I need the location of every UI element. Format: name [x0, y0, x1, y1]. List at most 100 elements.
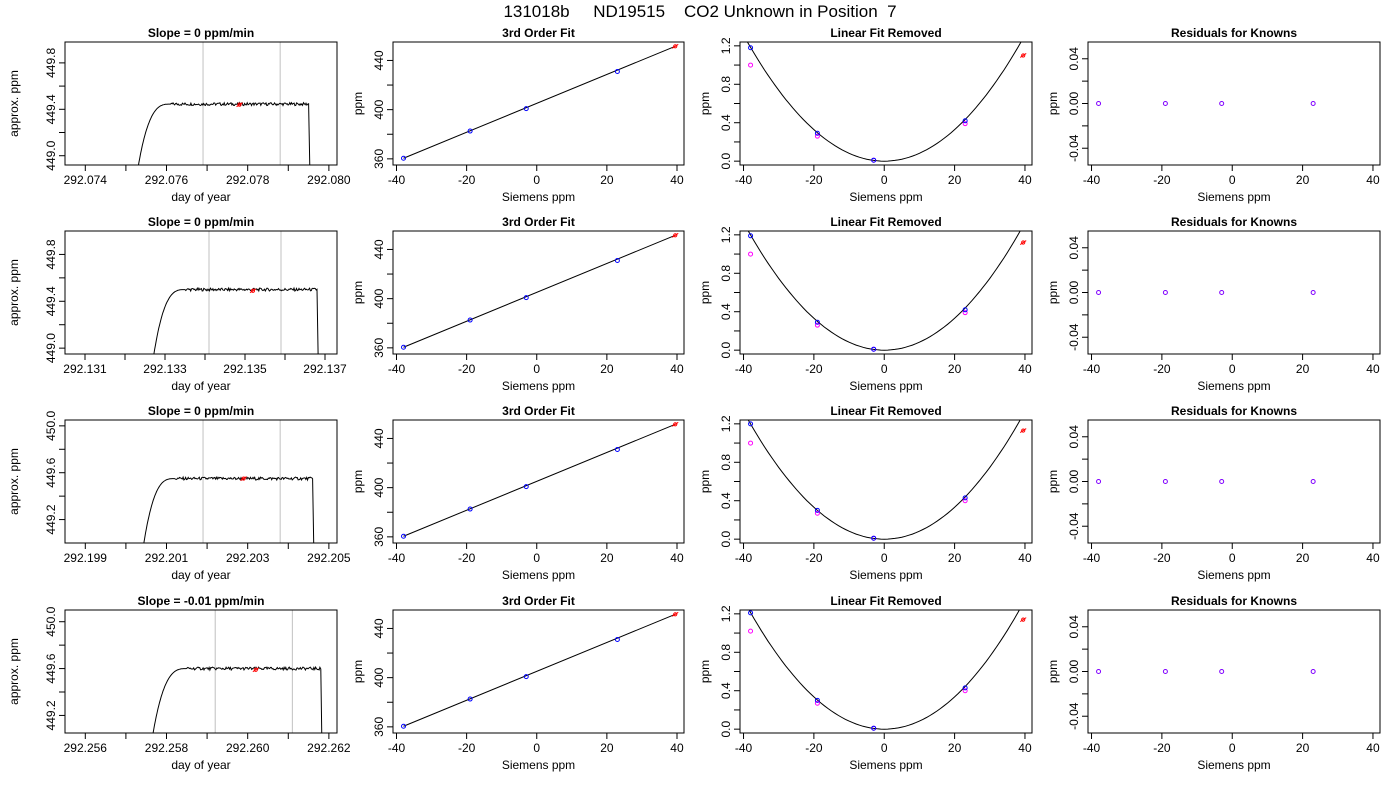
plot-frame: [739, 230, 1033, 355]
unknown-marker: [671, 611, 679, 617]
known-point: [523, 484, 529, 490]
known-point: [871, 725, 877, 731]
x-tick-label: 292.262: [307, 741, 351, 755]
y-tick-label: 449.0: [44, 333, 58, 363]
x-tick-label: 40: [1366, 362, 1380, 376]
x-tick-label: 0: [533, 362, 540, 376]
x-tick-label: -20: [458, 551, 476, 565]
y-tick-label: 1.2: [719, 605, 733, 622]
fit-line: [403, 613, 676, 727]
y-tick-label: 450.0: [44, 606, 58, 636]
secondary-point: [814, 322, 820, 328]
y-tick-label: 440: [372, 239, 386, 259]
y-tick-label: 0.00: [1067, 91, 1081, 115]
plot-frame: [64, 230, 338, 355]
figure-title: 131018b ND19515 CO2 Unknown in Position …: [503, 2, 897, 21]
x-tick-label: 20: [1296, 362, 1310, 376]
known-point: [962, 495, 968, 501]
y-axis-label: approx. ppm: [7, 448, 21, 515]
panel-title: Linear Fit Removed: [830, 215, 941, 229]
y-tick-label: 449.8: [44, 48, 58, 78]
y-tick-label: 360: [372, 527, 386, 547]
y-tick-label: -0.04: [1067, 512, 1081, 540]
panel: Linear Fit Removed -40 -20 0 20 40 0.0 0.4 0.8 1.…: [698, 594, 1033, 772]
unknown-marker: [1021, 53, 1026, 58]
x-tick-label: 292.131: [63, 362, 107, 376]
y-tick-label: 0.4: [719, 114, 733, 131]
data-layer: [137, 42, 311, 165]
y-tick-label: 449.8: [44, 239, 58, 269]
x-tick-label: 40: [1018, 551, 1032, 565]
known-point: [962, 307, 968, 313]
x-tick-label: -40: [388, 173, 406, 187]
y-tick-label: 449.6: [44, 457, 58, 487]
y-axis-label: ppm: [698, 92, 712, 115]
y-tick-label: 360: [372, 149, 386, 169]
panel-title: Slope = -0.01 ppm/min: [137, 594, 264, 608]
x-tick-label: 0: [881, 551, 888, 565]
data-layer: [401, 611, 679, 729]
panel: 3rd Order Fit -40 -20 0 20 40 360 400 440 Siemens…: [351, 215, 685, 393]
unknown-marker: [673, 233, 678, 238]
y-tick-label: 400: [372, 288, 386, 308]
x-tick-label: 20: [600, 173, 614, 187]
secondary-point: [814, 510, 820, 516]
x-tick-label: 292.074: [64, 173, 108, 187]
y-tick-label: 449.0: [44, 140, 58, 170]
residual-point: [1310, 669, 1316, 674]
panel-title: 3rd Order Fit: [502, 404, 575, 418]
residual-point: [1310, 101, 1316, 106]
panel-title: Slope = 0 ppm/min: [148, 26, 254, 40]
known-point: [401, 344, 407, 350]
known-point: [748, 45, 754, 51]
known-point: [871, 535, 877, 541]
data-layer: [1096, 290, 1316, 295]
plot-frame: [392, 419, 685, 544]
y-tick-label: 0.8: [719, 644, 733, 661]
x-tick-label: 0: [1229, 551, 1236, 565]
known-point: [523, 295, 529, 301]
y-axis-label: approx. ppm: [7, 638, 21, 705]
residual-point: [1162, 479, 1168, 484]
y-tick-label: 0.0: [719, 152, 733, 169]
residual-point: [1162, 290, 1168, 295]
y-axis-label: ppm: [351, 92, 365, 115]
y-tick-label: 0.04: [1067, 615, 1081, 639]
y-axis-label: ppm: [1046, 281, 1060, 304]
y-axis-label: ppm: [1046, 470, 1060, 493]
residual-point: [1310, 290, 1316, 295]
panel-title: Linear Fit Removed: [830, 404, 941, 418]
y-tick-label: 449.6: [44, 653, 58, 683]
plot-frame: [1087, 609, 1381, 734]
known-point: [523, 106, 529, 112]
known-point: [814, 130, 820, 136]
x-tick-label: 20: [948, 173, 962, 187]
fit-curve: [747, 420, 1021, 540]
panel: Residuals for Knowns -40 -20 0 20 40 -0.04 0.00…: [1046, 594, 1381, 772]
panel-title: Slope = 0 ppm/min: [148, 215, 254, 229]
known-point: [467, 128, 473, 134]
panel-title: Linear Fit Removed: [830, 26, 941, 40]
x-tick-label: 20: [600, 551, 614, 565]
y-tick-label: -0.04: [1067, 702, 1081, 730]
y-tick-label: 0.00: [1067, 659, 1081, 683]
y-axis-label: ppm: [351, 281, 365, 304]
y-tick-label: 449.2: [44, 504, 58, 534]
panel: Slope = 0 ppm/min 292.131 292.133 292.135 29…: [7, 215, 347, 393]
data-layer: [1096, 101, 1316, 106]
y-tick-label: 0.00: [1067, 469, 1081, 493]
unknown-marker: [240, 476, 247, 481]
y-tick-label: 440: [372, 50, 386, 70]
panel: 3rd Order Fit -40 -20 0 20 40 360 400 440 Siemens…: [351, 26, 685, 204]
x-tick-label: 292.076: [145, 173, 189, 187]
x-tick-label: -20: [805, 362, 823, 376]
unknown-marker: [671, 43, 679, 49]
known-point: [467, 317, 473, 323]
unknown-marker: [1019, 53, 1027, 58]
panel-title: Residuals for Knowns: [1171, 594, 1297, 608]
x-tick-label: 40: [1366, 173, 1380, 187]
x-tick-label: -40: [735, 741, 753, 755]
known-point: [614, 637, 620, 643]
panel: Linear Fit Removed -40 -20 0 20 40 0.0 0.4 0.8 1.…: [698, 26, 1033, 204]
